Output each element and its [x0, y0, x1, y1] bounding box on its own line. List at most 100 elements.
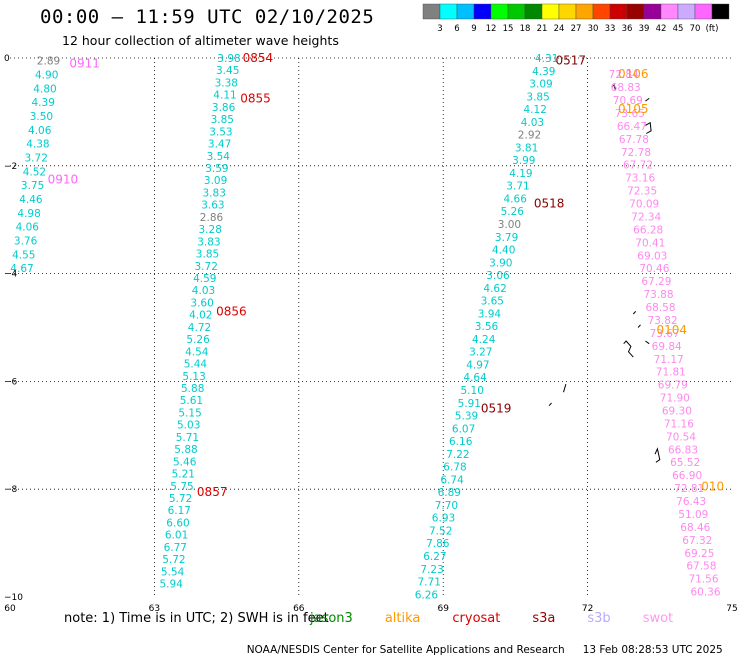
- colorbar-swatch: [592, 3, 611, 20]
- coastline: [611, 83, 616, 91]
- wave-height-value: 4.24: [472, 334, 496, 346]
- wave-height-value: 5.91: [458, 398, 481, 410]
- wave-height-value: 5.03: [177, 420, 200, 432]
- colorbar-label: 18: [520, 24, 531, 34]
- wave-height-value: 73.82: [648, 315, 678, 327]
- wave-height-value: 3.72: [195, 261, 218, 273]
- wave-height-value: 3.09: [529, 79, 552, 91]
- pass-time-label: 0856: [216, 304, 247, 318]
- colorbar-swatch: [422, 3, 441, 20]
- credit-org: NOAA/NESDIS Center for Satellite Applica…: [246, 644, 565, 656]
- wave-height-value: 6.89: [438, 487, 461, 499]
- wave-height-value: 69.84: [652, 341, 682, 353]
- x-tick-label: 69: [437, 604, 449, 614]
- pass-time-label: 0104: [657, 323, 688, 337]
- colorbar-swatch: [711, 3, 730, 20]
- pass-time-label: 0519: [481, 401, 512, 415]
- wave-height-value: 3.85: [526, 91, 549, 103]
- wave-height-value: 5.26: [186, 334, 210, 346]
- satellite-altika: altika: [384, 611, 421, 626]
- pass-time-label: 0854: [243, 51, 274, 65]
- colorbar-swatch: [507, 3, 526, 20]
- wave-height-value: 6.17: [168, 505, 191, 517]
- wave-height-value: 71.56: [688, 574, 718, 586]
- credit-line: NOAA/NESDIS Center for Satellite Applica…: [240, 632, 740, 656]
- pass-time-label: 0517: [556, 54, 587, 68]
- wave-height-value: 5.72: [169, 493, 192, 505]
- wave-height-value: 66.83: [668, 444, 698, 456]
- coastline: [637, 324, 641, 328]
- wave-height-value: 68.83: [611, 82, 641, 94]
- colorbar-swatch: [558, 3, 577, 20]
- wave-height-value: 3.90: [489, 257, 512, 269]
- wave-height-value: 5.72: [162, 554, 185, 566]
- pass-time-label: 0910: [48, 172, 79, 186]
- colorbar-swatch: [609, 3, 628, 20]
- colorbar-swatch: [541, 3, 560, 20]
- coastline: [632, 310, 637, 315]
- coastline-outlines: [548, 83, 661, 463]
- wave-height-value: 3.76: [14, 236, 38, 248]
- plot-grid: [10, 57, 732, 597]
- axis-ticks: 60 63 66 69 72 75 0 −2 −4 −6 −8 −10: [4, 54, 738, 614]
- wave-height-value: 67.29: [641, 276, 671, 288]
- coastline: [654, 447, 661, 463]
- wave-height-value: 71.90: [660, 393, 690, 405]
- wave-height-value: 5.15: [178, 407, 201, 419]
- wave-height-value: 7.71: [418, 577, 441, 589]
- wave-height-value: 7.70: [435, 500, 458, 512]
- wave-height-value: 3.98: [217, 53, 240, 65]
- coastline: [548, 402, 552, 407]
- colorbar-label: 21: [537, 24, 548, 34]
- wave-height-value: 73.16: [625, 173, 655, 185]
- colorbar-swatch: [694, 3, 713, 20]
- wave-height-value: 4.52: [23, 166, 46, 178]
- wave-height-value: 3.85: [211, 114, 234, 126]
- pass-time-label: 0105: [618, 102, 649, 116]
- footer-note: note: 1) Time is in UTC; 2) SWH is in fe…: [64, 611, 329, 626]
- colorbar-label: 45: [673, 24, 684, 34]
- wave-height-value: 3.28: [199, 224, 222, 236]
- wave-height-value: 4.97: [466, 360, 489, 372]
- wave-height-value: 76.43: [676, 496, 706, 508]
- y-tick-label: −4: [4, 270, 18, 280]
- colorbar-swatch: [524, 3, 543, 20]
- wave-height-value: 4.06: [28, 125, 52, 137]
- wave-height-value: 5.54: [161, 566, 185, 578]
- wave-height-value: 3.81: [515, 142, 538, 154]
- wave-height-value: 3.85: [196, 249, 219, 261]
- wave-height-value: 60.36: [690, 587, 720, 599]
- wave-height-value: 4.06: [16, 222, 40, 234]
- wave-height-value: 69.30: [662, 406, 692, 418]
- wave-height-value: 3.86: [212, 102, 236, 114]
- wave-height-value: 67.72: [623, 160, 653, 172]
- colorbar-legend: 3 6 9 12 15 18 21 24 27 30 33 36 39 42 45 70 (ft): [422, 3, 730, 34]
- wave-height-value: 6.60: [166, 517, 189, 529]
- satellite-legend: jason3 altika cryosat s3a s3b swot: [310, 611, 705, 626]
- colorbar-swatch: [643, 3, 662, 20]
- pass-time-label: 0518: [534, 197, 565, 211]
- satellite-s3b: s3b: [587, 611, 611, 626]
- wave-height-value: 5.75: [170, 481, 193, 493]
- wave-height-value: 5.39: [455, 411, 478, 423]
- wave-height-value: 68.46: [680, 522, 710, 534]
- wave-height-value: 5.88: [174, 444, 197, 456]
- y-tick-label: −2: [4, 162, 17, 172]
- colorbar-label: 3: [437, 24, 442, 34]
- wave-height-value: 72.78: [621, 147, 651, 159]
- wave-height-value: 3.27: [469, 347, 492, 359]
- chart-title: 00:00 – 11:59 UTC 02/10/2025: [40, 6, 375, 28]
- wave-height-value: 73.88: [643, 289, 673, 301]
- wave-height-value: 3.83: [197, 236, 220, 248]
- pass-time-label: 010: [701, 480, 724, 494]
- wave-height-value: 4.98: [17, 208, 40, 220]
- wave-height-value: 5.88: [181, 383, 204, 395]
- wave-height-value: 5.94: [160, 579, 184, 591]
- wave-height-value: 67.32: [682, 535, 712, 547]
- colorbar-label: 6: [454, 24, 459, 34]
- wave-height-value: 3.06: [486, 270, 510, 282]
- wave-height-value: 5.13: [182, 371, 205, 383]
- wave-height-value: 7.23: [420, 564, 443, 576]
- wave-height-value: 51.09: [678, 509, 708, 521]
